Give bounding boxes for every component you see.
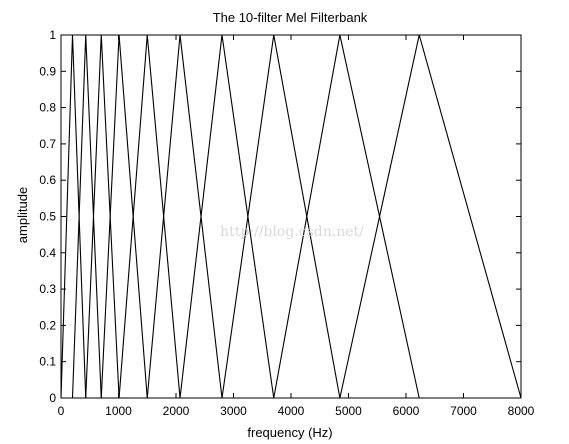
filter-2-line <box>71 34 102 399</box>
x-tick-label: 2000 <box>163 404 190 418</box>
x-tick-label: 1000 <box>105 404 132 418</box>
x-tick-label: 7000 <box>450 404 477 418</box>
filter-3-line <box>85 34 120 399</box>
y-tick-label: 0.7 <box>39 137 56 151</box>
y-tick-label: 0.6 <box>39 173 56 187</box>
x-tick-label: 6000 <box>393 404 420 418</box>
y-tick-label: 0.9 <box>39 64 56 78</box>
plot-frame <box>60 34 522 399</box>
x-tick-label: 4000 <box>278 404 305 418</box>
y-tick-label: 0.2 <box>39 318 56 332</box>
y-axis-label: amplitude <box>15 187 30 243</box>
filter-6-line <box>146 34 223 399</box>
y-tick-label: 0 <box>49 391 56 405</box>
filter-9-line <box>273 34 420 399</box>
y-tick-label: 0.1 <box>39 355 56 369</box>
filter-4-line <box>100 34 148 399</box>
y-tick-label: 0.4 <box>39 246 56 260</box>
chart-title: The 10-filter Mel Filterbank <box>213 10 368 25</box>
y-tick-label: 0.5 <box>39 210 56 224</box>
filter-8-line <box>221 34 341 399</box>
watermark: http://blog.csdn.net/ <box>220 224 364 240</box>
x-tick-label: 5000 <box>335 404 362 418</box>
y-tick-label: 0.3 <box>39 282 56 296</box>
x-tick-label: 8000 <box>508 404 535 418</box>
filter-7-line <box>179 34 275 399</box>
filter-lines <box>60 34 522 399</box>
axis-ticks: 0 1000 2000 3000 4000 5000 6000 7000 8000 0 0.1 0.2… <box>39 28 534 418</box>
x-axis-label: frequency (Hz) <box>247 425 332 440</box>
y-tick-label: 0.8 <box>39 101 56 115</box>
x-tick-label: 0 <box>58 404 65 418</box>
y-tick-label: 1 <box>49 28 56 42</box>
x-tick-label: 3000 <box>220 404 247 418</box>
filter-10-line <box>339 34 522 399</box>
filter-5-line <box>118 34 181 399</box>
